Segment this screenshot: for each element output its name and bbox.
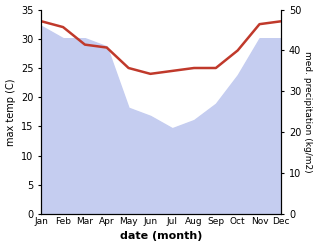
Y-axis label: max temp (C): max temp (C)	[5, 78, 16, 145]
X-axis label: date (month): date (month)	[120, 231, 203, 242]
Y-axis label: med. precipitation (kg/m2): med. precipitation (kg/m2)	[303, 51, 313, 173]
